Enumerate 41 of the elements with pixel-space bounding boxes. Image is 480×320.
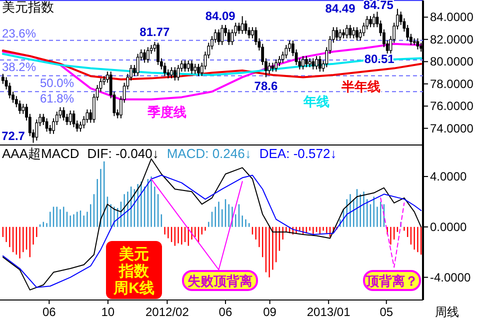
annotation: 84.09 xyxy=(205,9,236,24)
x-tick-label: 09 xyxy=(263,305,277,319)
series-label: 半年线 xyxy=(340,78,380,94)
annotation: 顶背离？ xyxy=(365,274,418,288)
annotation: 38.2% xyxy=(2,60,36,74)
x-tick-label: 06 xyxy=(42,305,56,319)
y-tick-label: 76.0000 xyxy=(430,99,474,114)
y-tick-label: 4.0000 xyxy=(430,170,468,184)
y-tick-label: 74.0000 xyxy=(430,121,474,136)
y-tick-label: 82.0000 xyxy=(430,32,474,46)
text: 年线 xyxy=(302,94,330,109)
y-tick-label: 0.0000 xyxy=(430,220,468,234)
annotation: 23.6% xyxy=(2,26,36,40)
annotation: 顶背离？ xyxy=(363,270,421,291)
y-tick-label: 80.0000 xyxy=(430,54,474,69)
x-tick-label: 2012/02 xyxy=(146,305,190,319)
series-label: 季度线 xyxy=(146,104,186,120)
annotation: 失败顶背离 xyxy=(182,270,258,291)
series-label: DEA: -0.572↓ xyxy=(259,146,337,161)
x-axis-title: 周线 xyxy=(435,305,459,319)
chart-title: AAA超MACD xyxy=(2,146,80,161)
annotation: 美元指数周K线 xyxy=(106,241,162,299)
annotation: 美元指数周K线 xyxy=(112,245,154,297)
annotation: 61.8% xyxy=(40,92,74,106)
x-tick-label: 10 xyxy=(101,305,115,319)
annotation: 失败顶背离 xyxy=(188,274,252,288)
x-tick-label: 06 xyxy=(218,305,232,319)
annotation: 72.7 xyxy=(2,128,26,143)
annotation: 84.75 xyxy=(363,0,394,12)
y-tick-label: 84.0000 xyxy=(430,10,474,24)
x-tick-label: 05 xyxy=(380,305,394,319)
chart-title: 美元指数 xyxy=(2,0,54,14)
annotation: 81.77 xyxy=(140,24,170,39)
annotation: 50.0% xyxy=(40,76,74,90)
series-label: DIF: -0.040↓ xyxy=(87,146,159,161)
annotation: 84.49 xyxy=(325,2,356,16)
y-tick-label: 78.0000 xyxy=(430,76,474,91)
y-tick-label: -4.0000 xyxy=(430,270,472,284)
x-tick-label: 2013/01 xyxy=(306,305,351,319)
series-label: MACD: 0.246↓ xyxy=(166,146,252,161)
annotation: 78.6 xyxy=(254,79,278,94)
